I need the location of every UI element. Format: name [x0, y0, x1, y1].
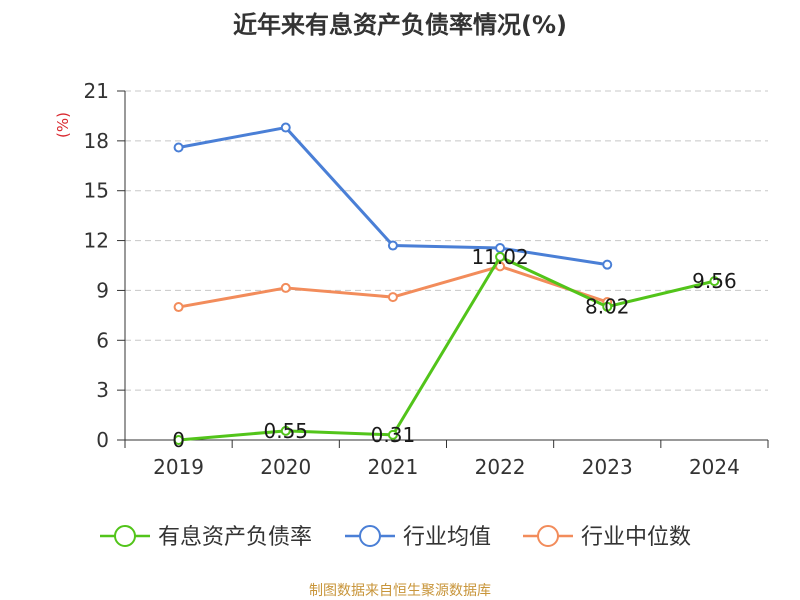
- y-tick-label: 18: [84, 129, 109, 153]
- chart-title: 近年来有息资产负债率情况(%): [233, 11, 567, 39]
- y-tick-label: 6: [96, 328, 109, 352]
- data-label: 0.55: [263, 419, 308, 443]
- series-1: [173, 122, 613, 270]
- x-tick-label: 2020: [260, 455, 311, 479]
- legend-label: 行业中位数: [581, 525, 691, 550]
- data-point: [173, 435, 184, 445]
- data-point: [280, 122, 291, 133]
- y-tick-label: 0: [96, 428, 109, 452]
- data-point: [387, 429, 398, 440]
- data-point: [173, 302, 184, 313]
- data-point: [495, 251, 506, 262]
- legend-item: 有息资产负债率: [100, 525, 312, 550]
- legend-item: 行业均值: [345, 525, 491, 550]
- data-point: [280, 282, 291, 293]
- data-label: 0: [172, 428, 185, 452]
- y-axis-label: (%): [54, 112, 72, 138]
- y-tick-label: 15: [84, 179, 109, 203]
- axes: 0 3 6 9 12 15 18 21 2019 2020 2021 2022 2023 2024: [84, 79, 769, 479]
- series-line: [178, 255, 715, 442]
- data-label: 0.31: [371, 423, 416, 447]
- data-point: [709, 276, 720, 287]
- x-tick-label: 2019: [153, 455, 204, 479]
- data-point: [280, 425, 291, 436]
- x-tick-label: 2024: [689, 455, 740, 479]
- grid-lines: [125, 90, 768, 391]
- y-tick-label: 21: [84, 79, 109, 103]
- legend-marker: [114, 525, 136, 547]
- data-point: [173, 142, 184, 153]
- data-point: [387, 240, 398, 251]
- legend-item: 行业中位数: [523, 525, 691, 550]
- legend-marker: [537, 525, 559, 547]
- series-group: 0 0.55 0.31 11.02 8.02 9.56: [172, 122, 737, 452]
- series-2: [173, 261, 613, 313]
- x-tick-label: 2023: [582, 455, 633, 479]
- x-tick-label: 2021: [367, 455, 418, 479]
- y-tick-label: 9: [96, 278, 109, 302]
- legend-marker: [359, 525, 381, 547]
- series-0: [173, 251, 720, 445]
- data-label: 9.56: [692, 269, 737, 293]
- y-tick-label: 12: [84, 229, 109, 253]
- legend: 有息资产负债率 行业均值 行业中位数: [100, 525, 691, 550]
- data-label: 11.02: [471, 245, 528, 269]
- legend-label: 有息资产负债率: [158, 525, 312, 550]
- x-tick-label: 2022: [475, 455, 526, 479]
- data-point: [387, 292, 398, 303]
- data-point: [602, 259, 613, 270]
- source-note: 制图数据来自恒生聚源数据库: [309, 583, 491, 599]
- legend-label: 行业均值: [403, 525, 491, 550]
- y-tick-label: 3: [96, 378, 109, 402]
- data-label: 8.02: [585, 295, 630, 319]
- data-point: [602, 301, 613, 312]
